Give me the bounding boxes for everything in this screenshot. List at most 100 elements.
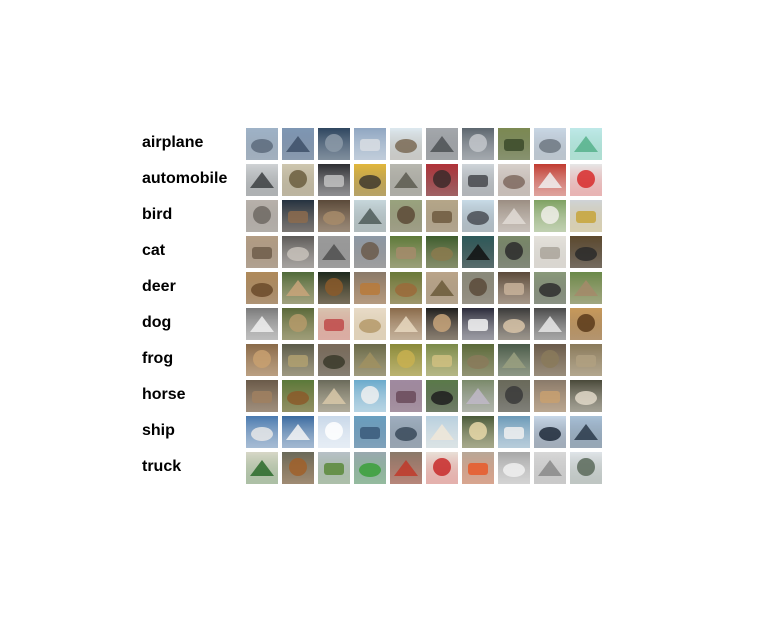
thumbnail-frog-6 (426, 344, 458, 376)
thumbnail-cat-4 (354, 236, 386, 268)
thumbnail-airplane-8 (498, 128, 530, 160)
thumbnail-ship-3 (318, 416, 350, 448)
thumbnail-automobile-5 (390, 164, 422, 196)
thumbnail-airplane-7 (462, 128, 494, 160)
thumbnail-automobile-6 (426, 164, 458, 196)
thumbnail-dog-4 (354, 308, 386, 340)
thumbnail-truck-6 (426, 452, 458, 484)
thumbnail-automobile-3 (318, 164, 350, 196)
thumbnail-deer-2 (282, 272, 314, 304)
class-label-deer: deer (142, 278, 176, 295)
thumbnail-frog-8 (498, 344, 530, 376)
thumbnail-airplane-1 (246, 128, 278, 160)
thumbnail-bird-5 (390, 200, 422, 232)
thumbnail-deer-8 (498, 272, 530, 304)
thumbnail-horse-9 (534, 380, 566, 412)
class-label-ship: ship (142, 422, 175, 439)
class-label-automobile: automobile (142, 170, 228, 187)
thumbnail-bird-3 (318, 200, 350, 232)
thumbnail-bird-8 (498, 200, 530, 232)
thumbnail-ship-10 (570, 416, 602, 448)
thumbnail-automobile-9 (534, 164, 566, 196)
thumbnail-deer-5 (390, 272, 422, 304)
thumbnail-deer-1 (246, 272, 278, 304)
thumbnail-ship-2 (282, 416, 314, 448)
thumbnail-ship-6 (426, 416, 458, 448)
thumbnail-dog-9 (534, 308, 566, 340)
thumbnail-cat-8 (498, 236, 530, 268)
thumbnail-cat-1 (246, 236, 278, 268)
thumbnail-frog-5 (390, 344, 422, 376)
thumbnail-truck-9 (534, 452, 566, 484)
thumbnail-frog-10 (570, 344, 602, 376)
thumbnail-deer-4 (354, 272, 386, 304)
thumbnail-dog-5 (390, 308, 422, 340)
thumbnail-horse-1 (246, 380, 278, 412)
thumbnail-automobile-10 (570, 164, 602, 196)
thumbnail-ship-5 (390, 416, 422, 448)
thumbnail-bird-4 (354, 200, 386, 232)
thumbnail-dog-10 (570, 308, 602, 340)
thumbnail-bird-9 (534, 200, 566, 232)
thumbnail-airplane-2 (282, 128, 314, 160)
thumbnail-airplane-6 (426, 128, 458, 160)
thumbnail-truck-4 (354, 452, 386, 484)
thumbnail-frog-2 (282, 344, 314, 376)
thumbnail-ship-1 (246, 416, 278, 448)
class-label-bird: bird (142, 206, 173, 223)
thumbnail-truck-2 (282, 452, 314, 484)
class-label-airplane: airplane (142, 134, 204, 151)
thumbnail-ship-7 (462, 416, 494, 448)
thumbnail-ship-4 (354, 416, 386, 448)
thumbnail-frog-3 (318, 344, 350, 376)
thumbnail-deer-10 (570, 272, 602, 304)
thumbnail-automobile-4 (354, 164, 386, 196)
thumbnail-cat-7 (462, 236, 494, 268)
thumbnail-deer-7 (462, 272, 494, 304)
thumbnail-dog-1 (246, 308, 278, 340)
thumbnail-truck-5 (390, 452, 422, 484)
thumbnail-horse-5 (390, 380, 422, 412)
thumbnail-bird-1 (246, 200, 278, 232)
class-label-cat: cat (142, 242, 166, 259)
thumbnail-bird-2 (282, 200, 314, 232)
thumbnail-truck-7 (462, 452, 494, 484)
thumbnail-horse-10 (570, 380, 602, 412)
thumbnail-truck-10 (570, 452, 602, 484)
thumbnail-airplane-5 (390, 128, 422, 160)
thumbnail-dog-7 (462, 308, 494, 340)
thumbnail-automobile-2 (282, 164, 314, 196)
thumbnail-truck-1 (246, 452, 278, 484)
thumbnail-horse-6 (426, 380, 458, 412)
thumbnail-automobile-7 (462, 164, 494, 196)
class-label-truck: truck (142, 458, 182, 475)
thumbnail-truck-3 (318, 452, 350, 484)
thumbnail-cat-5 (390, 236, 422, 268)
thumbnail-cat-3 (318, 236, 350, 268)
thumbnail-dog-8 (498, 308, 530, 340)
thumbnail-cat-10 (570, 236, 602, 268)
thumbnail-frog-9 (534, 344, 566, 376)
thumbnail-horse-3 (318, 380, 350, 412)
thumbnail-airplane-9 (534, 128, 566, 160)
thumbnail-frog-1 (246, 344, 278, 376)
thumbnail-frog-4 (354, 344, 386, 376)
thumbnail-ship-9 (534, 416, 566, 448)
thumbnail-dog-2 (282, 308, 314, 340)
thumbnail-truck-8 (498, 452, 530, 484)
class-label-dog: dog (142, 314, 172, 331)
thumbnail-horse-7 (462, 380, 494, 412)
thumbnail-bird-6 (426, 200, 458, 232)
thumbnail-horse-2 (282, 380, 314, 412)
thumbnail-deer-6 (426, 272, 458, 304)
thumbnail-airplane-4 (354, 128, 386, 160)
thumbnail-horse-4 (354, 380, 386, 412)
thumbnail-automobile-1 (246, 164, 278, 196)
thumbnail-airplane-10 (570, 128, 602, 160)
thumbnail-cat-9 (534, 236, 566, 268)
thumbnail-frog-7 (462, 344, 494, 376)
thumbnail-airplane-3 (318, 128, 350, 160)
thumbnail-dog-3 (318, 308, 350, 340)
thumbnail-cat-6 (426, 236, 458, 268)
